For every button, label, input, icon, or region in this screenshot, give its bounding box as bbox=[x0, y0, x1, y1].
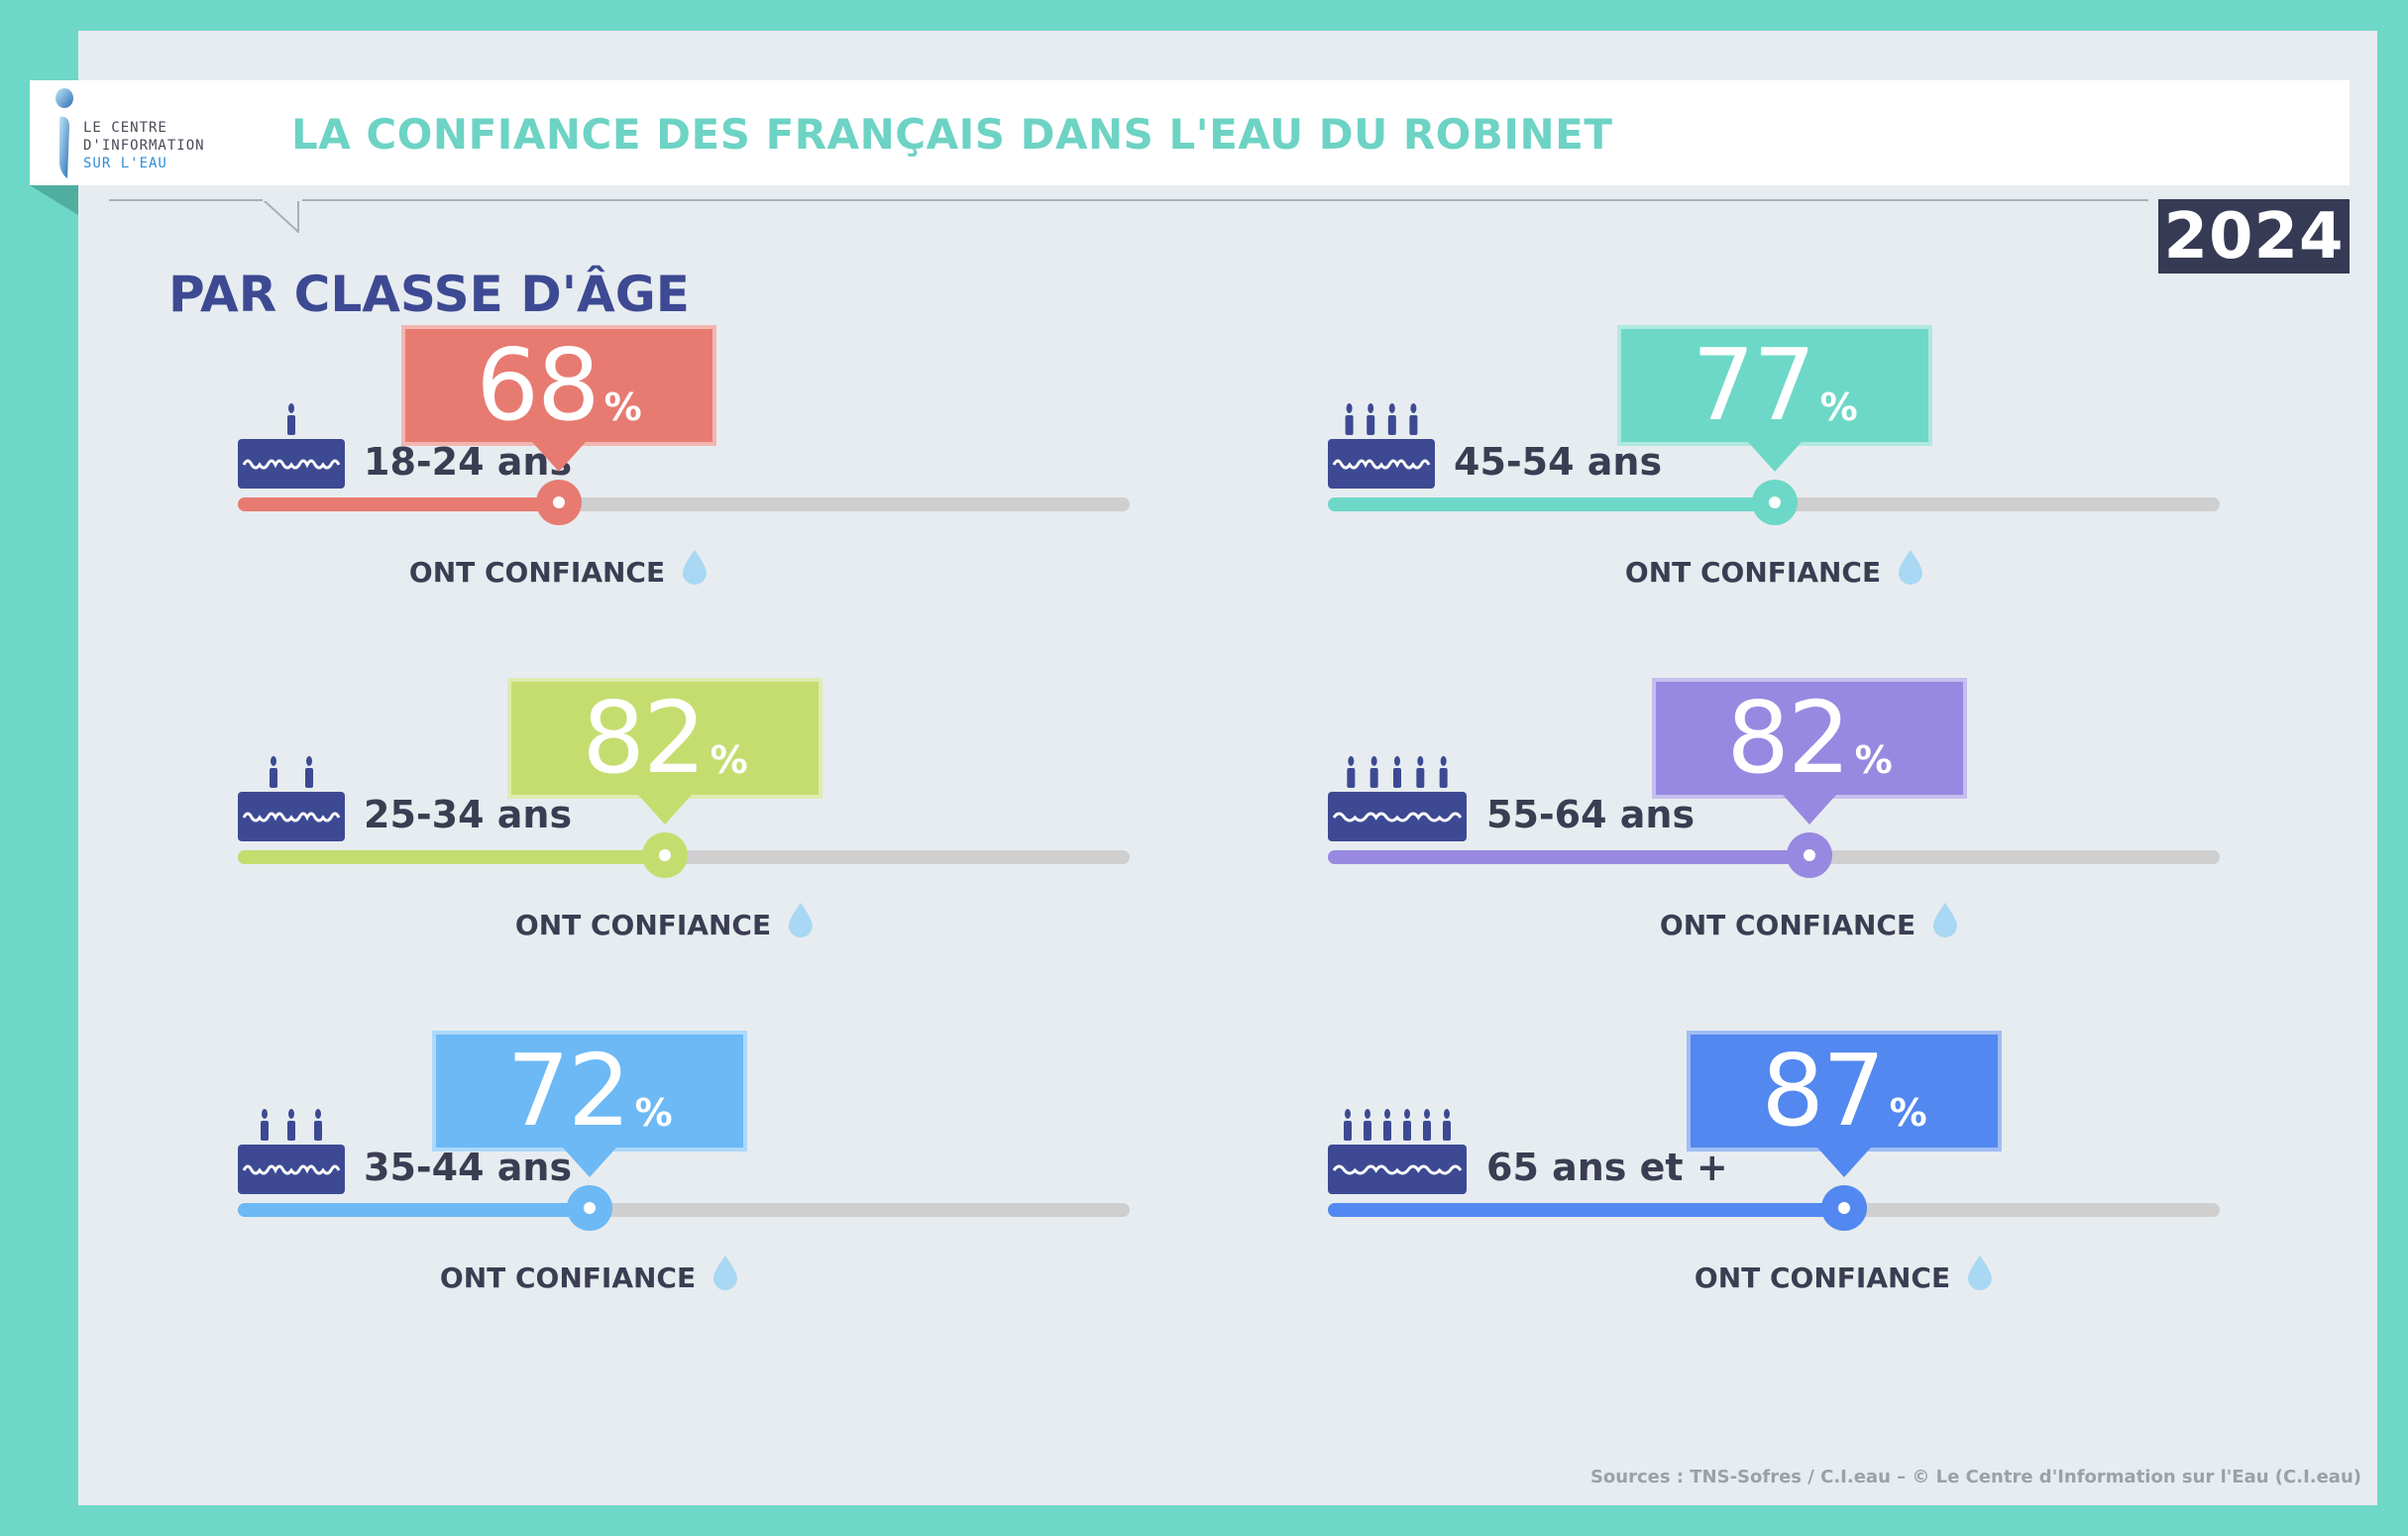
confidence-bar bbox=[1328, 850, 1809, 864]
value-marker bbox=[1821, 1185, 1867, 1231]
value-marker bbox=[567, 1185, 612, 1231]
confidence-bar bbox=[238, 497, 559, 511]
infographic-canvas bbox=[78, 31, 2377, 1505]
confidence-caption: ONT CONFIANCE bbox=[1624, 549, 1924, 589]
confidence-bar bbox=[238, 1203, 590, 1217]
logo-line-3: SUR L'EAU bbox=[83, 156, 167, 171]
confidence-caption-text: ONT CONFIANCE bbox=[1624, 556, 1882, 589]
bubble-tail bbox=[532, 442, 586, 472]
water-drop-icon bbox=[789, 902, 814, 937]
value-label: 87 bbox=[1761, 1033, 1885, 1149]
bubble-tail bbox=[563, 1148, 616, 1177]
cake-icon bbox=[238, 403, 345, 489]
value-marker bbox=[536, 480, 582, 525]
value-bubble: 68% bbox=[401, 325, 716, 472]
age-panel: 25-34 ans 82% ONT CONFIANCE bbox=[238, 650, 1229, 967]
header-banner bbox=[30, 80, 2350, 185]
value-marker bbox=[1752, 480, 1798, 525]
value-marker bbox=[1787, 832, 1832, 878]
age-label: 35-44 ans bbox=[364, 1146, 573, 1189]
percent-sign: % bbox=[1854, 738, 1893, 782]
value-bubble: 82% bbox=[507, 678, 822, 824]
value-label: 72 bbox=[506, 1033, 630, 1149]
confidence-caption-text: ONT CONFIANCE bbox=[439, 1262, 697, 1294]
percent-sign: % bbox=[710, 738, 748, 782]
logo-drop-icon bbox=[55, 88, 73, 178]
logo: LE CENTRE D'INFORMATION SUR L'EAU bbox=[50, 87, 268, 181]
confidence-caption: ONT CONFIANCE bbox=[439, 1255, 739, 1294]
cake-icon bbox=[1328, 756, 1467, 841]
confidence-caption: ONT CONFIANCE bbox=[1694, 1255, 1994, 1294]
age-label: 45-54 ans bbox=[1454, 440, 1663, 484]
confidence-bar bbox=[238, 850, 665, 864]
water-drop-icon bbox=[1899, 549, 1923, 585]
value-marker bbox=[642, 832, 688, 878]
age-panel: 55-64 ans 82% ONT CONFIANCE bbox=[1328, 650, 2319, 967]
percent-sign: % bbox=[634, 1091, 673, 1135]
confidence-caption-text: ONT CONFIANCE bbox=[1659, 909, 1916, 941]
logo-text: LE CENTRE D'INFORMATION SUR L'EAU bbox=[83, 119, 205, 172]
value-bubble: 82% bbox=[1652, 678, 1967, 824]
bubble-tail bbox=[1748, 442, 1802, 472]
confidence-caption: ONT CONFIANCE bbox=[514, 902, 815, 941]
water-drop-icon bbox=[1968, 1255, 1993, 1290]
section-title: PAR CLASSE D'ÂGE bbox=[168, 266, 690, 323]
confidence-caption-text: ONT CONFIANCE bbox=[1694, 1262, 1951, 1294]
cake-icon bbox=[238, 1109, 345, 1194]
confidence-track bbox=[238, 497, 1130, 511]
year-badge: 2024 bbox=[2158, 199, 2350, 274]
cake-icon bbox=[1328, 1109, 1467, 1194]
percent-sign: % bbox=[1819, 385, 1858, 429]
water-drop-icon bbox=[713, 1255, 738, 1290]
bubble-tail bbox=[1817, 1148, 1871, 1177]
confidence-caption-text: ONT CONFIANCE bbox=[408, 556, 666, 589]
confidence-caption-text: ONT CONFIANCE bbox=[514, 909, 772, 941]
water-drop-icon bbox=[683, 549, 708, 585]
cake-icon bbox=[238, 756, 345, 841]
value-label: 82 bbox=[1726, 680, 1850, 796]
confidence-bar bbox=[1328, 1203, 1844, 1217]
banner-fold bbox=[30, 185, 78, 215]
confidence-track bbox=[1328, 850, 2220, 864]
confidence-bar bbox=[1328, 497, 1775, 511]
sources-note: Sources : TNS-Sofres / C.I.eau – © Le Ce… bbox=[1589, 1467, 2361, 1487]
divider-pointer bbox=[263, 199, 302, 233]
value-label: 77 bbox=[1692, 327, 1815, 443]
age-label: 65 ans et + bbox=[1486, 1146, 1728, 1189]
page-title: LA CONFIANCE DES FRANÇAIS DANS L'EAU DU … bbox=[291, 110, 1613, 159]
value-label: 68 bbox=[476, 327, 600, 443]
value-label: 82 bbox=[582, 680, 706, 796]
bubble-tail bbox=[638, 795, 692, 824]
divider-line bbox=[109, 199, 2148, 201]
age-label: 25-34 ans bbox=[364, 793, 573, 836]
water-drop-icon bbox=[1933, 902, 1958, 937]
logo-line-2: D'INFORMATION bbox=[83, 138, 205, 154]
value-bubble: 77% bbox=[1617, 325, 1932, 472]
percent-sign: % bbox=[1889, 1091, 1927, 1135]
value-bubble: 87% bbox=[1687, 1031, 2002, 1177]
confidence-track bbox=[1328, 1203, 2220, 1217]
confidence-track bbox=[238, 1203, 1130, 1217]
age-panel: 35-44 ans 72% ONT CONFIANCE bbox=[238, 1003, 1229, 1320]
confidence-caption: ONT CONFIANCE bbox=[1659, 902, 1959, 941]
percent-sign: % bbox=[603, 385, 642, 429]
value-bubble: 72% bbox=[432, 1031, 747, 1177]
confidence-caption: ONT CONFIANCE bbox=[408, 549, 709, 589]
logo-line-1: LE CENTRE bbox=[83, 120, 167, 136]
age-label: 55-64 ans bbox=[1486, 793, 1696, 836]
age-panel: 18-24 ans 68% ONT CONFIANCE bbox=[238, 297, 1229, 614]
cake-icon bbox=[1328, 403, 1435, 489]
age-panel: 65 ans et +87% ONT CONFIANCE bbox=[1328, 1003, 2319, 1320]
bubble-tail bbox=[1783, 795, 1836, 824]
age-panel: 45-54 ans 77% ONT CONFIANCE bbox=[1328, 297, 2319, 614]
